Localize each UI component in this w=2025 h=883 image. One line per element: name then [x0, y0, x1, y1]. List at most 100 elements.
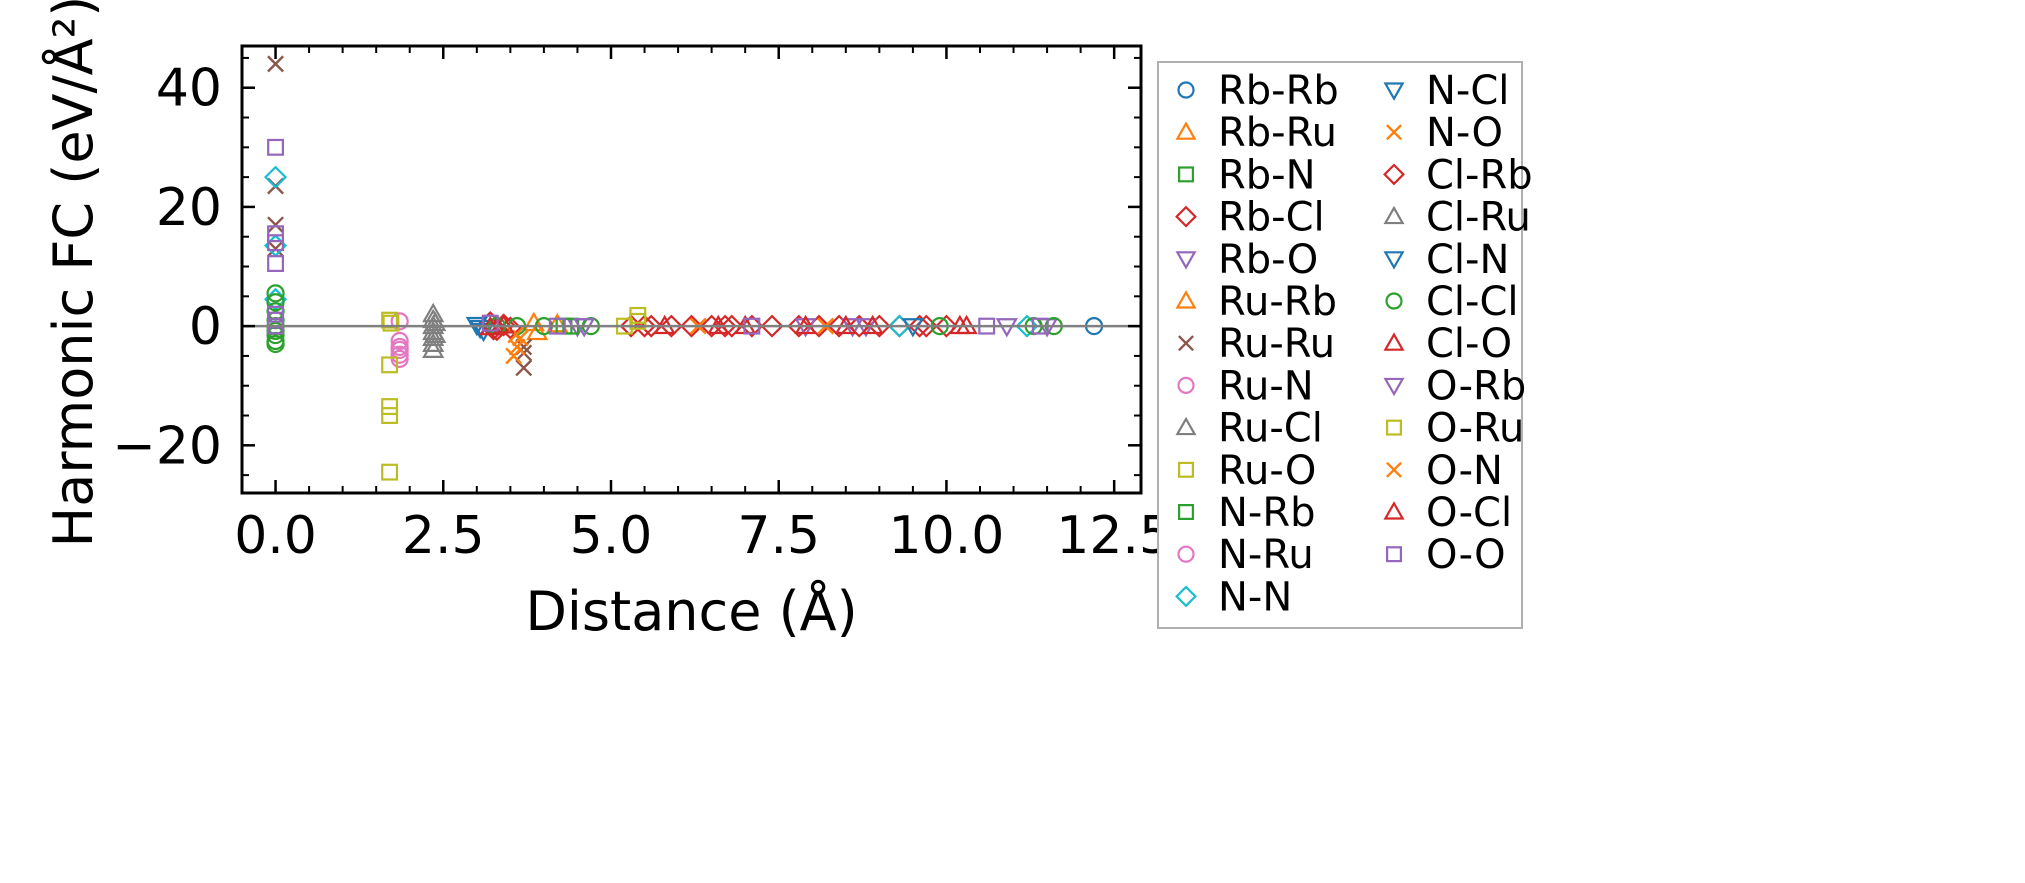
- y-axis-label: Harmonic FC (eV/Å²): [41, 0, 105, 547]
- data-point: [266, 334, 285, 354]
- data-point: [390, 337, 409, 357]
- legend-frame: [1157, 61, 1523, 629]
- y-tick-label: 40: [156, 59, 222, 119]
- legend-label: Ru-O: [1218, 448, 1316, 494]
- series-Ru-Rb: [522, 311, 545, 332]
- legend-label: Cl-N: [1426, 237, 1509, 283]
- data-point: [390, 312, 409, 331]
- data-point: [424, 311, 447, 332]
- legend-label: Cl-Rb: [1426, 152, 1533, 198]
- legend-label: N-Cl: [1426, 68, 1509, 114]
- legend-label: O-N: [1426, 448, 1503, 494]
- legend-label: Rb-N: [1218, 152, 1316, 198]
- legend-label: Cl-Cl: [1426, 279, 1519, 325]
- legend-marker: [1177, 461, 1194, 478]
- legend-marker: [1385, 546, 1402, 563]
- legend-label: N-Ru: [1218, 532, 1314, 578]
- legend-marker: [1386, 124, 1402, 141]
- tick-layer: 0.0 2.5 5.0 7.5 10.0 12.5 −20 0 20 40: [112, 46, 1172, 566]
- data-point: [390, 349, 409, 368]
- series-Ru-O: [381, 311, 399, 481]
- x-axis-label: Distance (Å): [525, 579, 857, 643]
- data-point: [847, 314, 871, 338]
- legend-label: Rb-Ru: [1218, 110, 1337, 156]
- data-point: [267, 240, 284, 258]
- data-point: [381, 407, 399, 424]
- legend-marker: [1383, 205, 1405, 225]
- data-point: [492, 314, 515, 334]
- legend-label: Cl-O: [1426, 321, 1512, 367]
- data-point: [720, 314, 744, 338]
- data-point: [629, 312, 647, 330]
- legend-marker: [1177, 166, 1194, 183]
- legend-marker: [1383, 501, 1405, 520]
- data-point: [424, 323, 447, 344]
- legend-marker: [1177, 376, 1195, 394]
- legend-label: N-O: [1426, 110, 1503, 156]
- legend-label: Rb-O: [1218, 237, 1318, 283]
- legend-marker: [1385, 419, 1402, 436]
- plot-frame: [240, 44, 1143, 495]
- data-point: [382, 314, 400, 332]
- data-point: [267, 55, 284, 73]
- legend-marker: [1383, 332, 1405, 351]
- legend-marker: [1383, 377, 1405, 397]
- data-point: [522, 311, 545, 332]
- legend-marker: [1175, 585, 1197, 608]
- x-tick-label: 7.5: [737, 506, 820, 566]
- y-tick-label: 0: [189, 297, 222, 357]
- legend-marker: [1177, 545, 1195, 563]
- data-point: [713, 314, 737, 338]
- data-point: [422, 338, 445, 358]
- data-point: [381, 398, 399, 416]
- legend-label: N-N: [1218, 574, 1292, 620]
- legend-label: N-Rb: [1218, 490, 1316, 536]
- data-point: [505, 347, 523, 365]
- data-point: [659, 314, 683, 338]
- legend-label: O-Rb: [1426, 363, 1526, 409]
- legend-label: Rb-Rb: [1218, 68, 1339, 114]
- data-point: [787, 314, 811, 338]
- data-point: [266, 284, 285, 303]
- data-point: [760, 314, 784, 338]
- data-point: [263, 165, 288, 189]
- legend-marker: [1383, 163, 1405, 186]
- data-point: [267, 216, 284, 234]
- data-point: [267, 225, 285, 243]
- legend-marker: [1383, 82, 1405, 101]
- legend-label: Rb-Cl: [1218, 195, 1325, 241]
- legend-marker: [1385, 292, 1403, 310]
- data-point: [381, 356, 399, 374]
- legend-marker: [1175, 205, 1197, 228]
- legend-marker: [1175, 416, 1197, 436]
- legend-marker: [1175, 121, 1197, 140]
- data-point: [679, 314, 704, 338]
- legend-marker: [1386, 461, 1402, 478]
- data-point: [934, 314, 958, 338]
- series-Cl-Ru: [424, 311, 447, 344]
- legend-label: O-Cl: [1426, 490, 1512, 536]
- data-point: [267, 255, 285, 272]
- legend-marker: [1177, 504, 1194, 521]
- data-point: [381, 311, 399, 329]
- x-tick-label: 2.5: [402, 506, 485, 566]
- data-point: [267, 138, 285, 156]
- legend-label: Ru-Rb: [1218, 279, 1337, 325]
- data-point: [390, 331, 409, 351]
- series-N-Ru: [390, 337, 409, 357]
- legend-label: Ru-N: [1218, 363, 1314, 409]
- data-point: [267, 234, 285, 252]
- x-tick-label: 12.5: [1056, 506, 1172, 566]
- legend-label: Cl-Ru: [1426, 195, 1531, 241]
- legend-label: Ru-Ru: [1218, 321, 1335, 367]
- data-point: [908, 314, 932, 338]
- data-point: [266, 293, 285, 312]
- data-point: [481, 314, 499, 332]
- legend-marker: [1175, 290, 1197, 309]
- x-tick-label: 5.0: [570, 506, 653, 566]
- legend-marker: [1177, 81, 1195, 99]
- legend-label: O-Ru: [1426, 406, 1524, 452]
